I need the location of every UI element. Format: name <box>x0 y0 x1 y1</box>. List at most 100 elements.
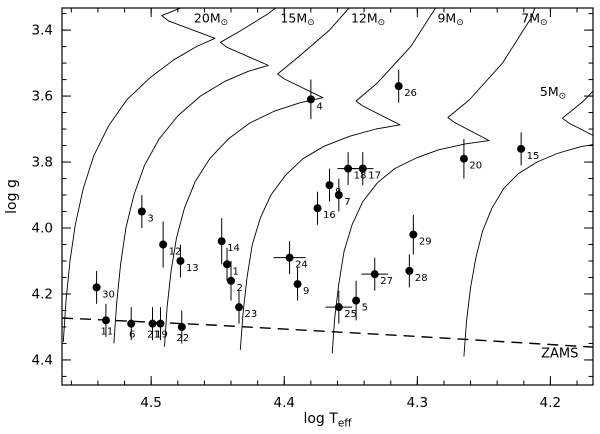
star-marker <box>306 95 315 104</box>
star-point-25: 25 <box>325 290 357 324</box>
star-marker <box>177 322 186 331</box>
star-marker <box>92 283 101 292</box>
star-marker <box>394 82 403 91</box>
track-label-5msun: 5M⊙ <box>540 84 566 102</box>
star-marker <box>293 280 302 289</box>
star-point-1: 1 <box>223 247 239 281</box>
star-marker <box>334 191 343 200</box>
star-id-label: 18 <box>354 171 367 182</box>
plot-frame <box>61 7 594 386</box>
star-marker <box>334 303 343 312</box>
star-id-label: 13 <box>186 263 199 274</box>
star-id-label: 25 <box>344 309 357 320</box>
star-marker <box>370 270 379 279</box>
star-point-30: 30 <box>92 270 115 304</box>
star-point-20: 20 <box>459 138 482 179</box>
star-point-9: 9 <box>293 267 309 301</box>
star-point-24: 24 <box>273 241 308 275</box>
star-marker <box>285 253 294 262</box>
star-point-16: 16 <box>313 191 336 225</box>
star-id-label: 30 <box>102 289 115 300</box>
star-id-label: 14 <box>227 243 240 254</box>
y-tick-label: 4.4 <box>32 352 53 368</box>
star-marker <box>156 319 165 328</box>
star-id-label: 12 <box>169 246 182 257</box>
track-label-15msun: 15M⊙ <box>280 11 314 29</box>
star-marker <box>223 260 232 269</box>
x-axis-title: log Teff <box>303 411 352 430</box>
track-12msun <box>164 8 350 347</box>
star-id-label: 7 <box>344 197 350 208</box>
star-id-label: 22 <box>176 333 189 344</box>
star-id-label: 15 <box>527 151 540 162</box>
x-tick-label: 4.5 <box>140 395 161 411</box>
star-id-label: 16 <box>323 210 336 221</box>
star-marker <box>159 240 168 249</box>
star-marker <box>352 296 361 305</box>
y-tick-label: 3.4 <box>32 23 53 39</box>
star-id-label: 27 <box>380 276 393 287</box>
y-tick-label: 3.6 <box>32 89 53 105</box>
star-point-12: 12 <box>159 221 182 268</box>
star-point-19: 19 <box>155 307 168 341</box>
star-point-22: 22 <box>176 310 189 344</box>
star-point-27: 27 <box>361 257 393 291</box>
track-9msun <box>239 8 437 351</box>
star-marker <box>176 256 185 265</box>
track-7msun <box>331 8 536 354</box>
star-id-label: 17 <box>368 171 381 182</box>
star-marker <box>127 319 136 328</box>
star-marker <box>148 319 157 328</box>
star-point-26: 26 <box>394 69 417 103</box>
track-label-9msun: 9M⊙ <box>437 11 463 29</box>
star-id-label: 5 <box>362 303 368 314</box>
star-point-15: 15 <box>517 132 540 166</box>
star-id-label: 19 <box>155 330 168 341</box>
star-id-label: 2 <box>237 283 243 294</box>
star-id-label: 21 <box>147 330 160 341</box>
star-point-7: 7 <box>334 178 351 212</box>
star-marker <box>235 303 243 312</box>
zams-label: ZAMS <box>541 346 578 361</box>
star-point-29: 29 <box>409 214 432 255</box>
star-marker <box>517 144 526 153</box>
star-point-11: 11 <box>101 303 113 337</box>
star-id-label: 23 <box>245 309 258 320</box>
star-id-label: 24 <box>295 260 308 271</box>
star-point-28: 28 <box>405 254 428 288</box>
star-point-14: 14 <box>217 218 240 265</box>
y-tick-label: 4.2 <box>32 286 53 302</box>
star-point-3: 3 <box>137 195 154 228</box>
star-marker <box>459 154 468 163</box>
y-axis-title: log g <box>4 179 20 214</box>
star-marker <box>227 276 236 285</box>
zams-line <box>62 317 593 348</box>
x-tick-label: 4.3 <box>407 395 428 411</box>
y-tick-label: 4.0 <box>32 220 53 236</box>
star-point-13: 13 <box>176 244 199 278</box>
track-20msun <box>62 8 216 342</box>
star-id-label: 6 <box>129 330 135 341</box>
star-marker <box>137 207 146 216</box>
star-marker <box>358 164 367 173</box>
x-tick-label: 4.4 <box>274 395 295 411</box>
track-label-20msun: 20M⊙ <box>194 11 228 29</box>
star-point-17: 17 <box>352 152 381 186</box>
star-point-5: 5 <box>352 280 368 321</box>
star-id-label: 28 <box>415 273 428 284</box>
star-marker <box>405 266 414 275</box>
star-point-6: 6 <box>127 307 136 341</box>
star-id-label: 29 <box>419 237 432 248</box>
star-marker <box>101 316 110 325</box>
star-id-label: 26 <box>404 88 417 99</box>
x-tick-label: 4.2 <box>540 395 561 411</box>
star-id-label: 4 <box>316 101 322 112</box>
star-marker <box>325 181 334 190</box>
star-id-label: 9 <box>303 286 309 297</box>
y-tick-label: 3.8 <box>32 155 53 171</box>
star-point-23: 23 <box>235 290 258 324</box>
star-marker <box>217 237 226 246</box>
star-marker <box>344 164 353 173</box>
